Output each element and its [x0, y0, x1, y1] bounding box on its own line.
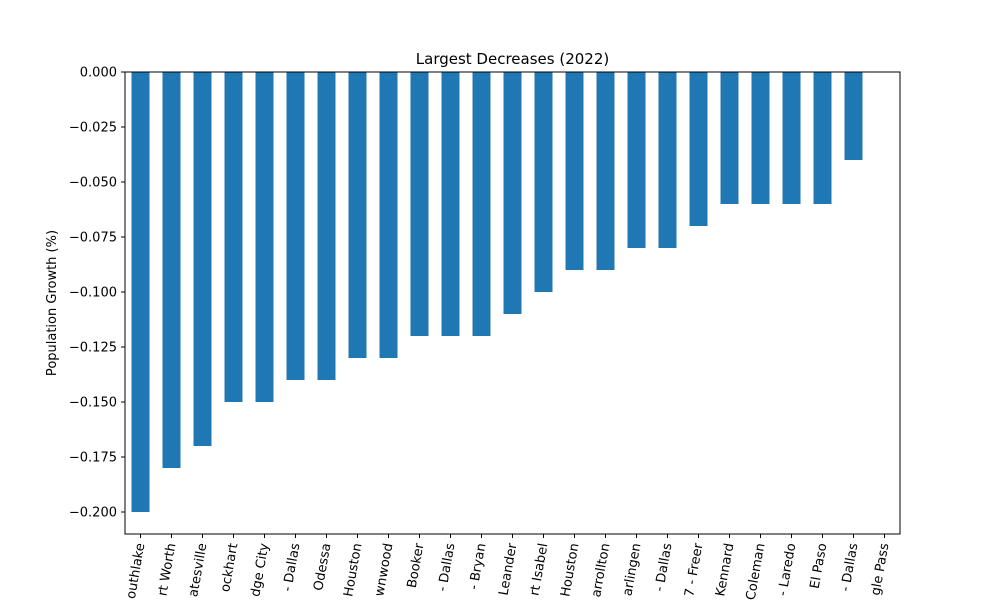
plot-frame: [124, 71, 901, 535]
bar: [565, 72, 584, 270]
y-tick-label: −0.175: [69, 451, 117, 466]
y-ticks-group: 0.000 −0.025 −0.050 −0.075 −0.100 −0.125 −0.15…: [69, 66, 125, 521]
bar: [534, 72, 553, 292]
bar: [689, 72, 708, 226]
bar: [596, 72, 615, 270]
bar: [193, 72, 212, 446]
y-tick-label: −0.025: [69, 121, 117, 136]
y-tick-label: 0.000: [80, 66, 117, 81]
x-tick-label: wnwood: [372, 542, 396, 597]
x-tick-label: atesville: [186, 542, 210, 598]
x-tick-label: arlingen: [620, 542, 644, 597]
x-tick-label: gle Pass: [869, 542, 893, 597]
bar: [379, 72, 398, 358]
y-tick-label: −0.050: [69, 176, 117, 191]
x-tick-label: - Dallas: [838, 542, 861, 593]
bar: [813, 72, 832, 204]
bar: [286, 72, 305, 380]
bar: [751, 72, 770, 204]
x-tick-label: Booker: [405, 541, 428, 589]
x-tick-label: Kennard: [713, 542, 737, 597]
bar: [503, 72, 522, 314]
y-tick-label: −0.075: [69, 231, 117, 246]
bar: [472, 72, 491, 336]
bars-group: [131, 72, 863, 512]
y-tick-label: −0.150: [69, 396, 117, 411]
x-tick-label: dge City: [248, 542, 272, 598]
y-tick-label: −0.200: [69, 506, 117, 521]
y-tick-label: −0.100: [69, 286, 117, 301]
bar: [844, 72, 863, 160]
x-tick-label: 7 - Freer: [682, 541, 706, 598]
x-tick-label: Houston: [341, 542, 365, 598]
bar: [255, 72, 274, 402]
bar: [162, 72, 181, 468]
bar: [131, 72, 150, 512]
x-tick-label: outhlake: [124, 542, 149, 600]
bar: [658, 72, 677, 248]
x-tick-label: - Dallas: [652, 542, 675, 593]
bar: [782, 72, 801, 204]
x-ticks-group: outhlake rt Worth atesville ockhart dge City…: [124, 534, 893, 600]
bar: [348, 72, 367, 358]
x-tick-label: - Dallas: [280, 542, 303, 593]
bar: [224, 72, 243, 402]
x-tick-label: Coleman: [744, 542, 769, 600]
x-tick-label: rt Isabel: [527, 542, 551, 597]
x-tick-label: Odessa: [311, 542, 334, 592]
x-tick-label: - Dallas: [435, 542, 458, 593]
bar: [410, 72, 429, 336]
x-tick-label: - Laredo: [775, 542, 799, 597]
x-tick-label: rt Worth: [155, 542, 179, 597]
x-tick-label: El Paso: [808, 542, 831, 590]
bar: [317, 72, 336, 380]
bar: [441, 72, 460, 336]
x-tick-label: arrollton: [589, 542, 613, 598]
y-tick-label: −0.125: [69, 341, 117, 356]
x-tick-label: - Bryan: [467, 542, 490, 591]
x-tick-label: Leander: [496, 541, 520, 596]
bar: [720, 72, 739, 204]
bar: [627, 72, 646, 248]
x-tick-label: ockhart: [218, 542, 241, 593]
y-axis-label: Population Growth (%): [45, 230, 60, 376]
x-tick-label: Houston: [558, 542, 582, 598]
chart-title: Largest Decreases (2022): [416, 50, 609, 68]
